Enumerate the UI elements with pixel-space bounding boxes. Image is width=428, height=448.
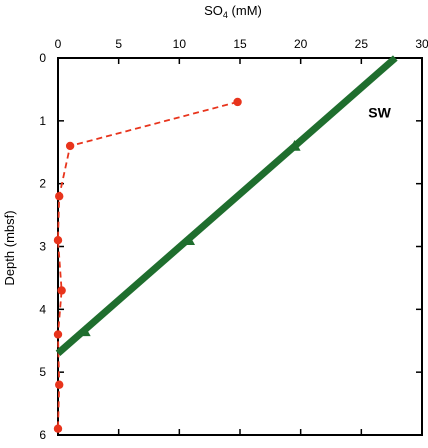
porewater-point-1	[65, 141, 75, 151]
porewater-point-2	[55, 192, 64, 201]
sw-point-0	[288, 139, 301, 151]
porewater-point-5	[53, 330, 63, 339]
y-tick-label-4: 4	[39, 302, 46, 316]
y-tick-label-6: 6	[39, 428, 46, 442]
y-tick-label-5: 5	[39, 365, 46, 379]
x-tick-label-25: 25	[355, 37, 369, 51]
porewater-point-0	[233, 97, 242, 107]
y-tick-label-2: 2	[39, 177, 46, 191]
porewater-point-6	[55, 380, 64, 389]
sw-point-1	[183, 234, 196, 246]
porewater-point-3	[53, 236, 63, 245]
x-tick-label-0: 0	[55, 37, 62, 51]
y-tick-label-1: 1	[39, 114, 46, 128]
sw-point-2	[78, 325, 91, 337]
x-tick-label-5: 5	[115, 37, 122, 51]
x-tick-label-10: 10	[173, 37, 187, 51]
x-tick-label-15: 15	[233, 37, 247, 51]
y-axis-title: Depth (mbsf)	[2, 210, 17, 285]
x-axis-title: SO4 (mM)	[204, 3, 262, 20]
porewater-series-line	[57, 101, 238, 429]
y-tick-label-0: 0	[39, 51, 46, 65]
x-tick-label-30: 30	[415, 37, 428, 51]
porewater-point-4	[57, 286, 66, 295]
sw-annotation: SW	[368, 105, 391, 121]
sw-series-line	[55, 55, 398, 356]
x-tick-label-20: 20	[294, 37, 308, 51]
porewater-point-7	[53, 424, 63, 433]
y-tick-label-3: 3	[39, 240, 46, 254]
